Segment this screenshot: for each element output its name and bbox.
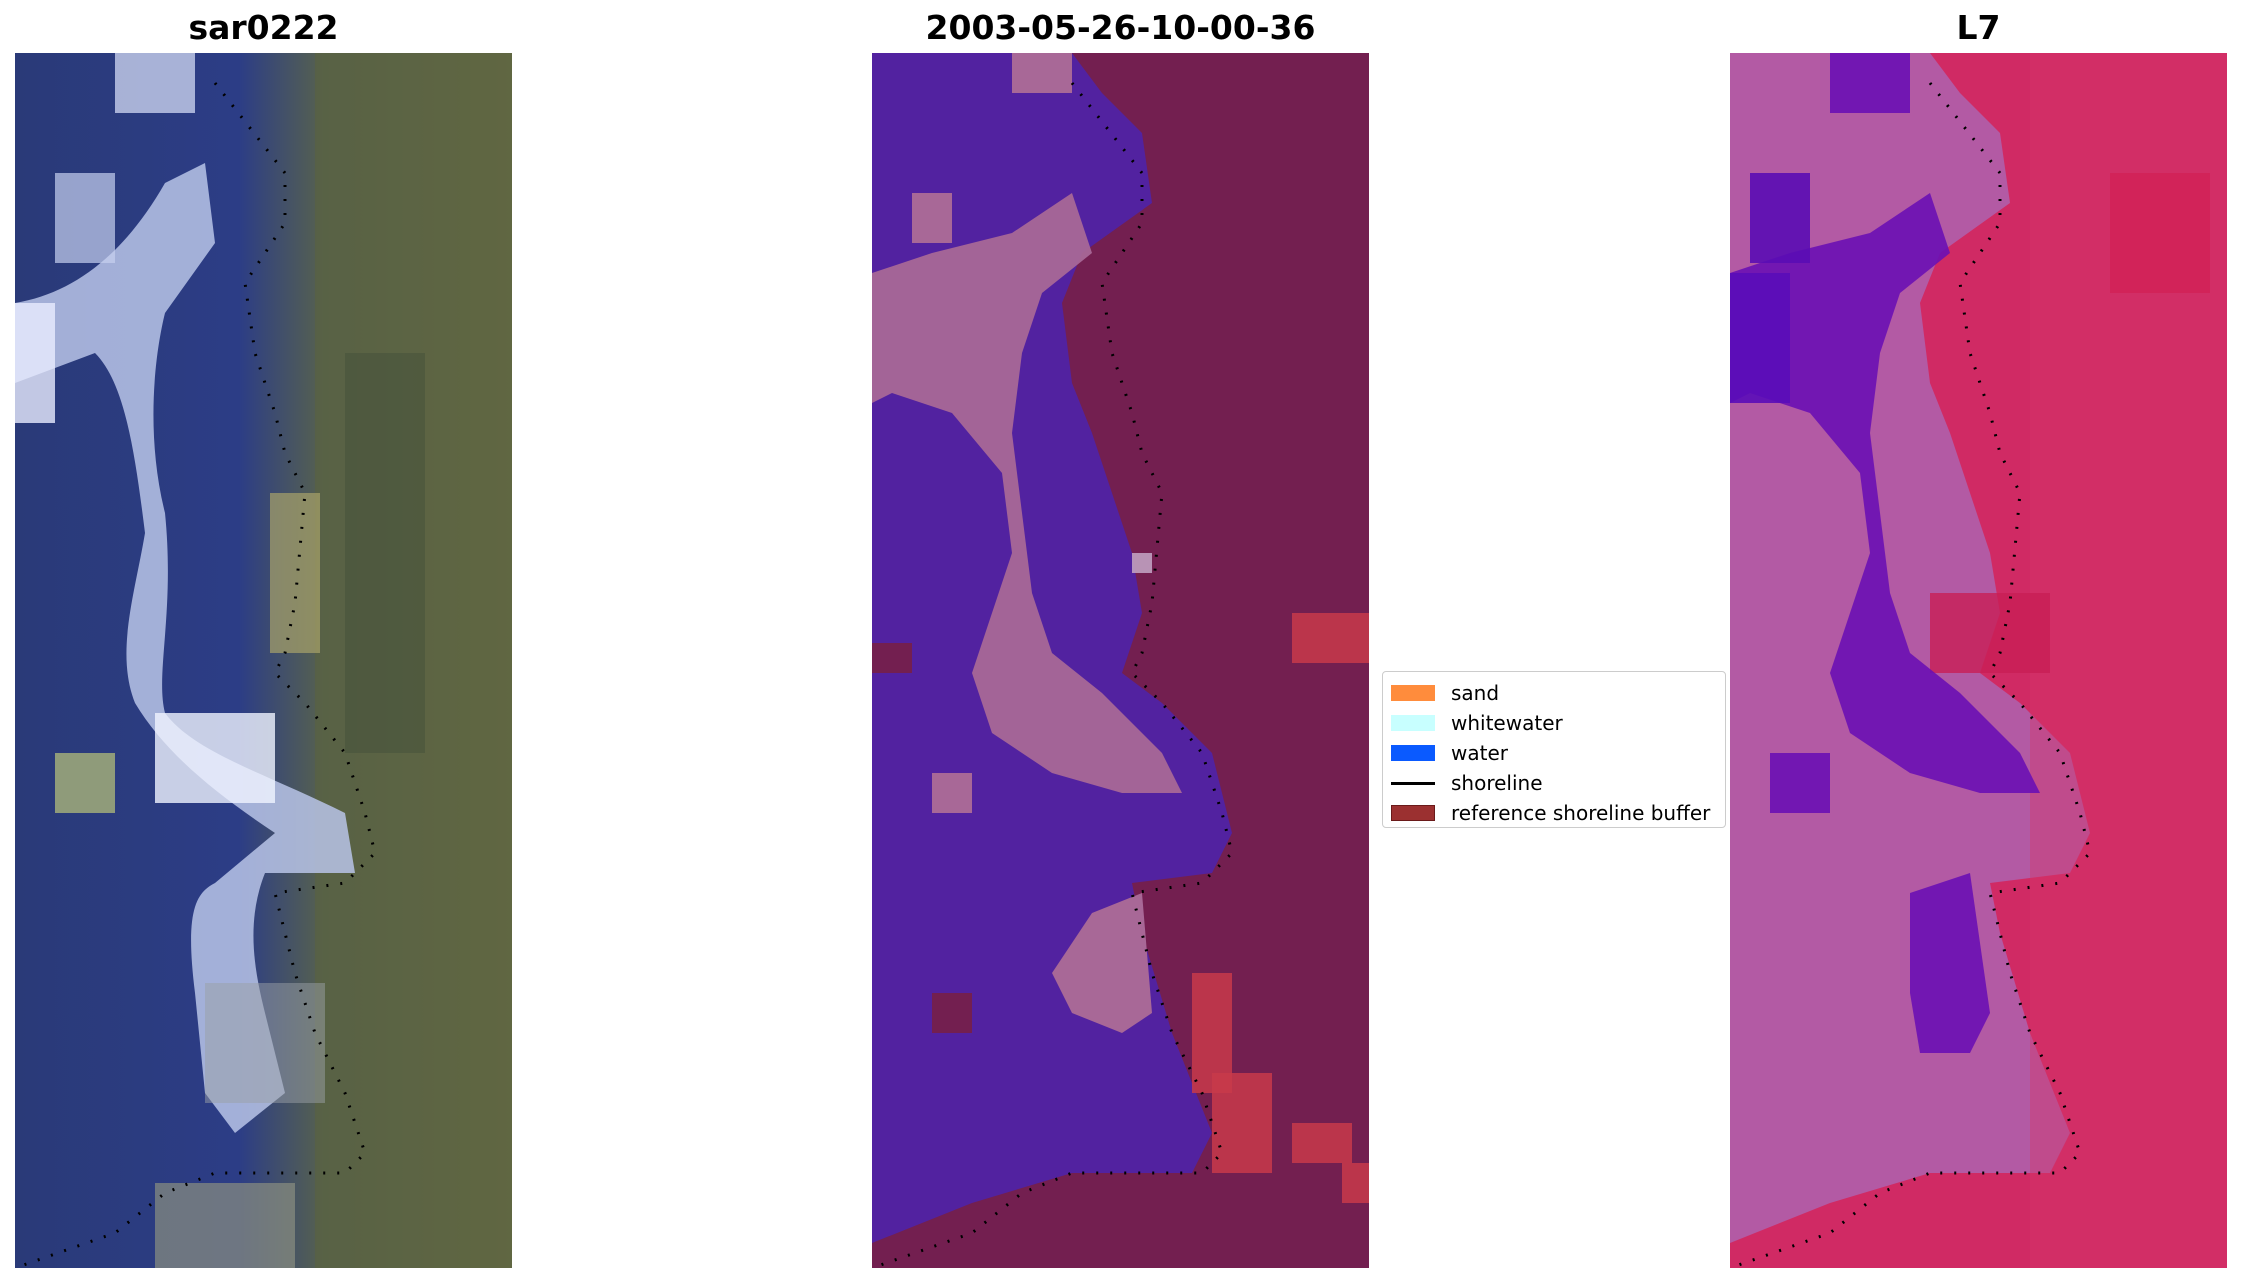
water-index-region — [1730, 193, 2040, 793]
water-index-lower — [1910, 873, 1990, 1053]
classified-image-canvas — [872, 53, 1369, 1268]
index-image-canvas — [1730, 53, 2227, 1268]
whitewater-swatch — [1391, 715, 1435, 731]
rgb-image-canvas — [15, 53, 512, 1268]
index-image — [1730, 53, 2227, 1268]
rgb-satellite-image — [15, 53, 512, 1268]
legend-item-shoreline: shoreline — [1391, 768, 1717, 798]
whitewater-class-lower — [1052, 893, 1152, 1033]
legend-label: whitewater — [1451, 711, 1563, 735]
land-index-region — [1730, 53, 2227, 1268]
legend-item-water: water — [1391, 738, 1717, 768]
legend-label: shoreline — [1451, 771, 1543, 795]
panel-title-index: L7 — [1956, 8, 2001, 47]
buffer-swatch — [1391, 805, 1435, 821]
legend-item-whitewater: whitewater — [1391, 708, 1717, 738]
water-swatch — [1391, 745, 1435, 761]
buffer-class-region — [872, 53, 1369, 1268]
panel-title-rgb: sar0222 — [188, 8, 339, 47]
sand-swatch — [1391, 685, 1435, 701]
panel-title-classified: 2003-05-26-10-00-36 — [925, 8, 1316, 47]
whitewater-class-region — [872, 193, 1182, 793]
legend: sand whitewater water shoreline referenc… — [1382, 671, 1726, 828]
legend-item-buffer: reference shoreline buffer — [1391, 798, 1717, 828]
shoreline-swatch — [1391, 781, 1435, 785]
classified-image — [872, 53, 1369, 1268]
legend-item-sand: sand — [1391, 678, 1717, 708]
legend-label: water — [1451, 741, 1508, 765]
legend-label: reference shoreline buffer — [1451, 801, 1711, 825]
legend-label: sand — [1451, 681, 1500, 705]
